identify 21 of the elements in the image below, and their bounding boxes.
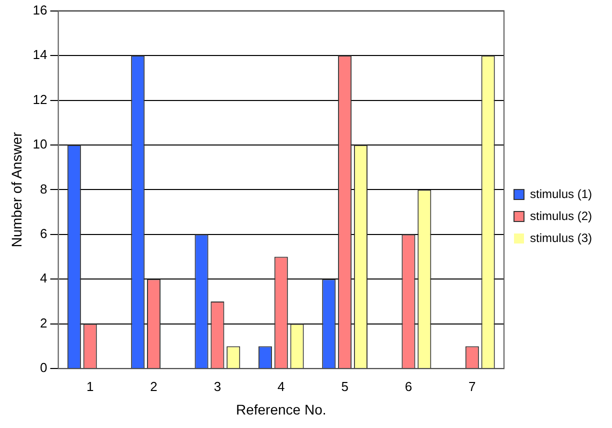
y-tick-label: 10 <box>32 136 48 152</box>
legend-label: stimulus (1) <box>530 186 592 201</box>
x-tick-label: 6 <box>404 378 412 394</box>
y-axis-title: Number of Answer <box>8 132 24 248</box>
x-tick-label: 3 <box>214 378 222 394</box>
x-tick-label: 2 <box>150 378 158 394</box>
y-tick-label: 4 <box>40 270 48 286</box>
x-axis-title: Reference No. <box>236 401 326 418</box>
y-tick-label: 8 <box>40 181 48 196</box>
legend-label: stimulus (3) <box>530 230 592 245</box>
legend-label: stimulus (2) <box>530 208 592 223</box>
x-tick-label: 1 <box>86 378 94 394</box>
y-tick-label: 12 <box>32 92 48 107</box>
y-tick-label: 14 <box>32 47 48 62</box>
y-tick-label: 6 <box>40 226 48 242</box>
y-tick-label: 2 <box>40 315 48 330</box>
x-tick-label: 5 <box>341 378 348 394</box>
x-tick-label: 4 <box>278 378 285 394</box>
y-tick-label: 0 <box>40 360 48 376</box>
y-tick-label: 16 <box>32 2 48 18</box>
x-tick-label: 7 <box>468 378 476 394</box>
